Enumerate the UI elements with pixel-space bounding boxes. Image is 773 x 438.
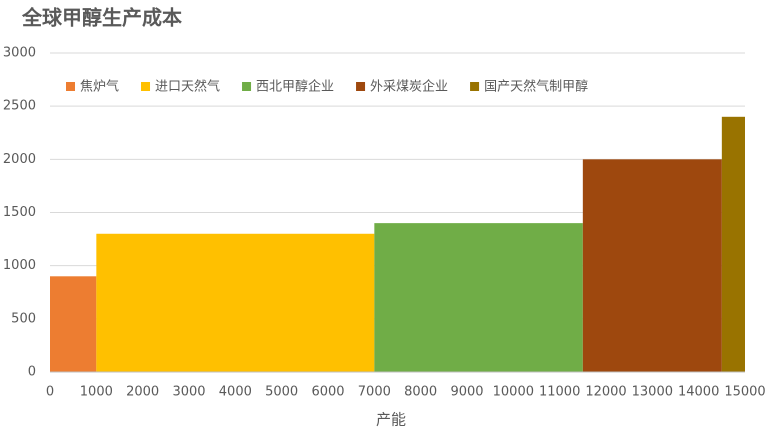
y-tick-label: 1500 bbox=[3, 205, 36, 220]
bar bbox=[96, 233, 375, 372]
legend-label: 外采煤炭企业 bbox=[370, 79, 448, 95]
legend-swatch bbox=[242, 82, 252, 91]
legend-label: 焦炉气 bbox=[80, 79, 119, 95]
x-tick-label: 15000 bbox=[724, 385, 765, 400]
bar bbox=[374, 223, 583, 372]
legend-label: 国产天然气制甲醇 bbox=[484, 79, 588, 95]
bar bbox=[582, 159, 722, 372]
y-tick-label: 2500 bbox=[3, 99, 36, 114]
y-tick-label: 500 bbox=[11, 311, 36, 326]
legend-swatch bbox=[470, 82, 480, 91]
legend-swatch bbox=[356, 82, 366, 91]
x-tick-label: 13000 bbox=[632, 385, 673, 400]
bar bbox=[50, 276, 97, 372]
x-tick-label: 2000 bbox=[126, 385, 159, 400]
x-tick-label: 8000 bbox=[404, 385, 437, 400]
legend-swatch bbox=[66, 82, 75, 91]
x-tick-label: 14000 bbox=[678, 385, 719, 400]
x-tick-label: 9000 bbox=[450, 385, 483, 400]
x-tick-label: 10000 bbox=[493, 385, 534, 400]
y-tick-label: 1000 bbox=[3, 258, 36, 273]
x-tick-label: 5000 bbox=[265, 385, 298, 400]
x-tick-label: 7000 bbox=[358, 385, 391, 400]
x-tick-label: 3000 bbox=[172, 385, 205, 400]
y-tick-label: 2000 bbox=[3, 152, 36, 167]
x-tick-label: 11000 bbox=[539, 385, 580, 400]
x-tick-label: 1000 bbox=[80, 385, 113, 400]
x-tick-label: 0 bbox=[46, 385, 54, 400]
legend-label: 西北甲醇企业 bbox=[256, 79, 334, 95]
legend-swatch bbox=[141, 82, 151, 91]
chart-title: 全球甲醇生产成本 bbox=[21, 6, 182, 30]
x-tick-label: 4000 bbox=[219, 385, 252, 400]
x-tick-label: 12000 bbox=[585, 385, 626, 400]
x-tick-label: 6000 bbox=[311, 385, 344, 400]
bar bbox=[721, 116, 745, 372]
y-tick-label: 0 bbox=[28, 365, 36, 380]
x-axis-label: 产能 bbox=[376, 411, 406, 429]
y-tick-label: 3000 bbox=[3, 46, 36, 61]
legend-label: 进口天然气 bbox=[155, 79, 220, 95]
